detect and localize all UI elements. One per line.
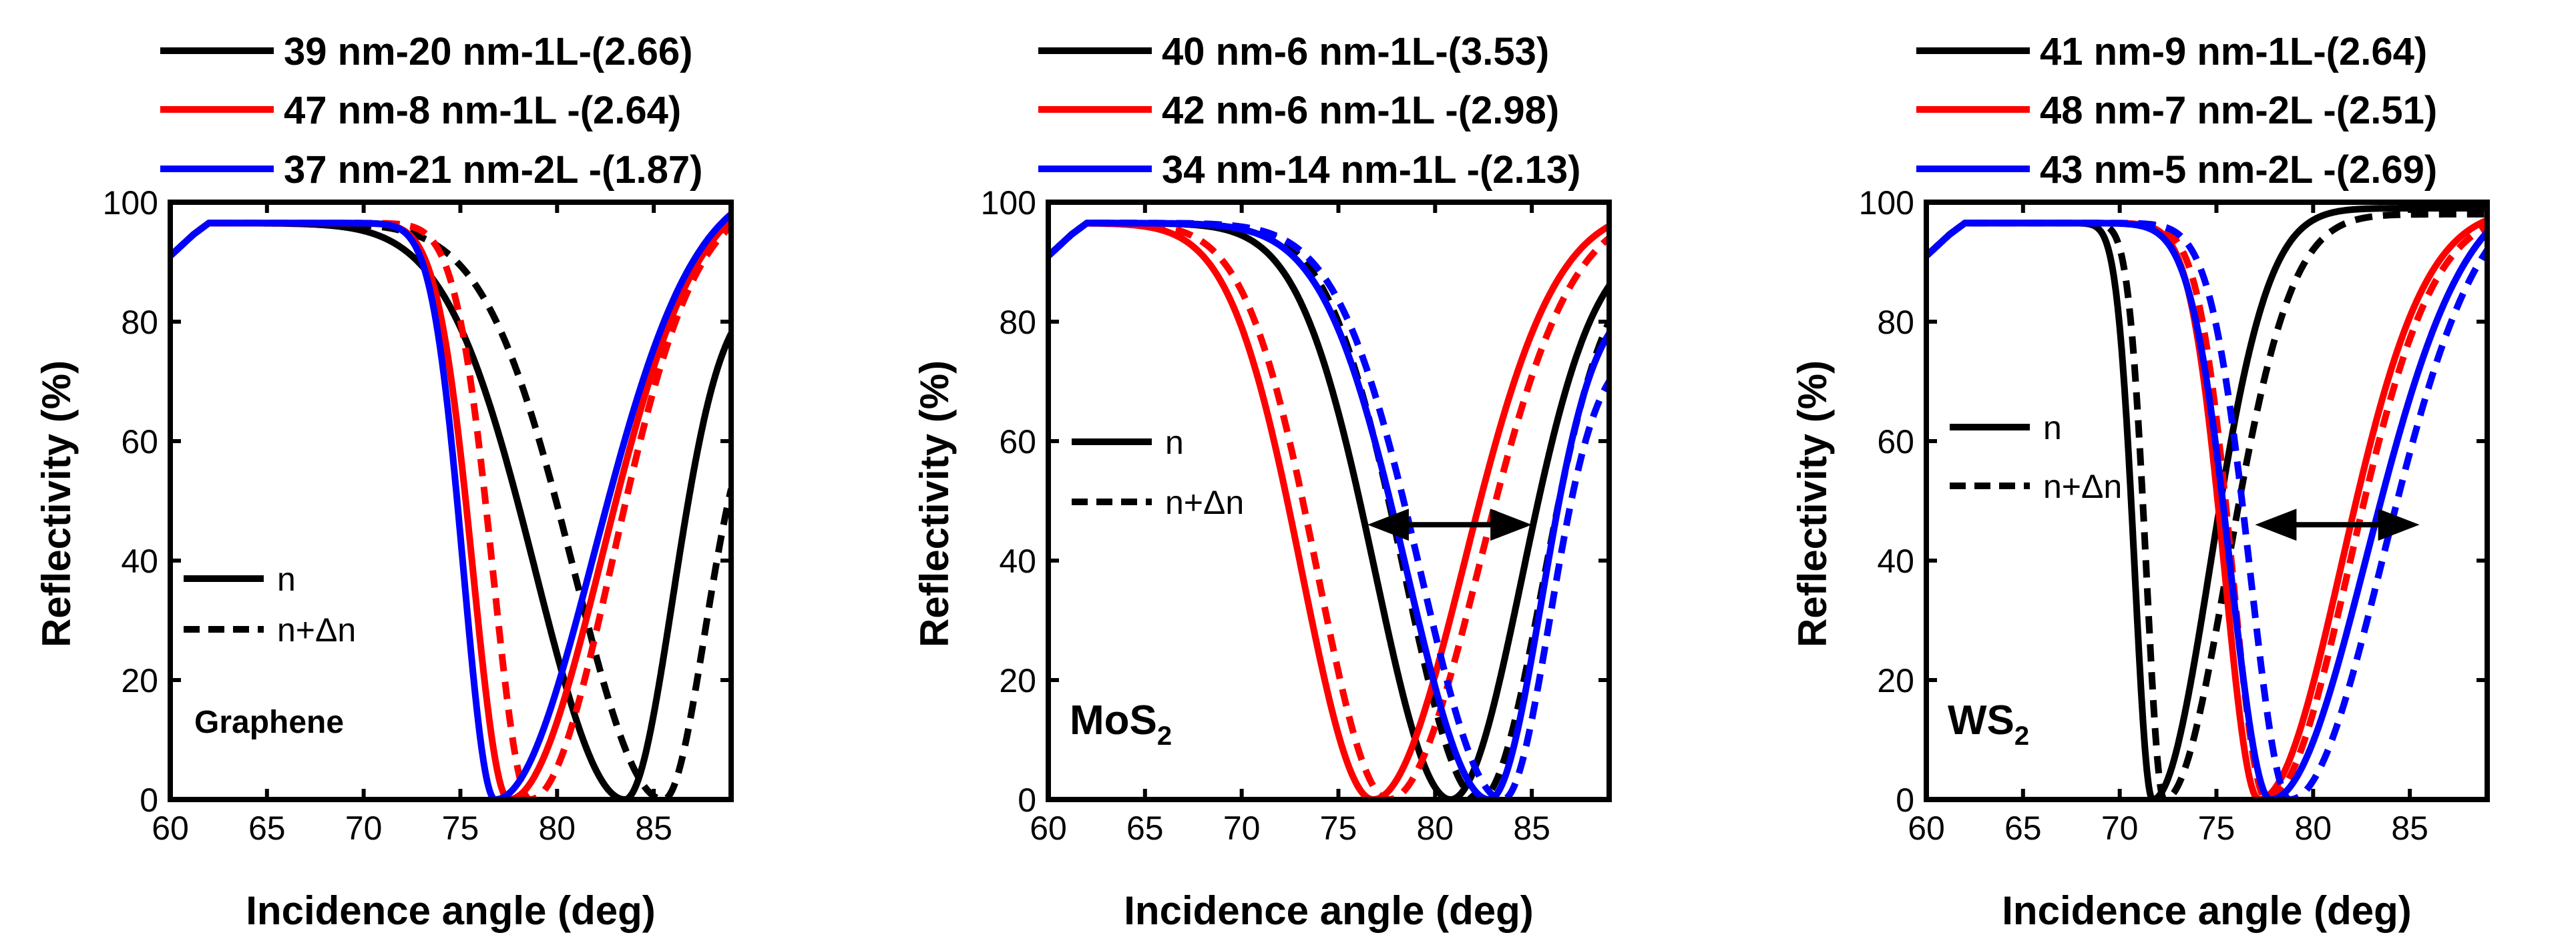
linestyle-label-solid: n [1165,424,1184,461]
series-line-dashed [1926,220,2487,800]
ws2-legend: 41 nm-9 nm-1L-(2.64) 48 nm-7 nm-2L -(2.5… [1916,30,2437,192]
y-axis-title: Reflectivity (%) [1790,360,1835,647]
shift-arrow-head-left [1367,509,1409,541]
series-line-dashed [1926,210,2487,800]
material-label: MoS2 [1070,697,1172,751]
ws2-plot: 60 65 70 75 80 85 0 20 40 60 80 100 [1859,184,2490,847]
series-line-dashed [1048,220,1609,800]
x-tick-label: 65 [2004,810,2042,847]
y-tick-label: 100 [981,184,1036,222]
y-tick-label: 20 [1877,662,1914,699]
x-tick-label: 75 [442,810,479,847]
y-tick-label: 0 [1018,781,1036,819]
mos2-plot: 60 65 70 75 80 85 0 20 40 60 80 100 [981,184,1612,847]
y-axis-title: Reflectivity (%) [34,360,79,647]
graphene-legend: 39 nm-20 nm-1L-(2.66) 47 nm-8 nm-1L -(2.… [160,30,702,192]
x-tick-label: 85 [2391,810,2428,847]
x-tick-label: 85 [1513,810,1550,847]
y-tick-label: 0 [1896,781,1914,819]
shift-arrow-head-right [2378,509,2420,541]
x-axis-title: Incidence angle (deg) [2002,888,2411,933]
panel-ws2: 41 nm-9 nm-1L-(2.64) 48 nm-7 nm-2L -(2.5… [1790,30,2490,933]
x-tick-label: 60 [152,810,189,847]
series-line-dashed [1048,220,1609,800]
linestyle-label-dashed: n+Δn [1165,484,1244,521]
mos2-legend: 40 nm-6 nm-1L-(3.53) 42 nm-6 nm-1L -(2.9… [1038,30,1580,192]
legend-label: 34 nm-14 nm-1L -(2.13) [1162,148,1580,192]
y-tick-label: 40 [121,543,158,580]
series-lines [1048,220,1609,800]
material-main: WS [1948,697,2014,743]
linestyle-label-solid: n [277,561,296,598]
series-line-solid [1926,220,2487,800]
plot-frame [168,200,734,802]
y-tick-label: 60 [1877,423,1914,460]
material-subscript: 2 [1157,721,1172,751]
x-tick-label: 70 [2101,810,2139,847]
x-tick-label: 85 [635,810,672,847]
series-line-dashed [170,220,731,800]
x-tick-label: 70 [345,810,383,847]
x-tick-label: 80 [538,810,576,847]
y-tick-label: 80 [999,304,1036,341]
shift-arrow-head-right [1490,509,1532,541]
x-tick-label: 70 [1223,810,1261,847]
y-tick-label: 80 [121,304,158,341]
x-tick-label: 60 [1908,810,1945,847]
series-line-solid [170,212,731,800]
y-tick-label: 80 [1877,304,1914,341]
series-line-dashed [170,220,731,800]
x-tick-label: 75 [2198,810,2235,847]
series-line-solid [1048,220,1609,800]
y-tick-label: 60 [121,423,158,460]
y-tick-label: 20 [999,662,1036,699]
x-tick-label: 75 [1320,810,1357,847]
x-tick-label: 80 [1416,810,1454,847]
y-axis-title: Reflectivity (%) [912,360,957,647]
linestyle-label-dashed: n+Δn [277,611,356,649]
material-label: WS2 [1948,697,2029,751]
y-tick-label: 60 [999,423,1036,460]
panel-mos2: 40 nm-6 nm-1L-(3.53) 42 nm-6 nm-1L -(2.9… [912,30,1612,933]
panel-graphene: 39 nm-20 nm-1L-(2.66) 47 nm-8 nm-1L -(2.… [34,30,734,933]
x-tick-label: 80 [2294,810,2332,847]
legend-label: 40 nm-6 nm-1L-(3.53) [1162,30,1549,73]
y-tick-label: 100 [1859,184,1914,222]
series-lines [170,212,731,800]
ws2-linestyle-legend: n n+Δn [1950,409,2122,505]
graphene-plot: 60 65 70 75 80 85 0 20 40 60 80 100 [103,184,734,847]
x-tick-label: 65 [248,810,286,847]
x-tick-label: 65 [1126,810,1164,847]
linestyle-label-dashed: n+Δn [2043,468,2122,505]
y-tick-label: 0 [140,781,158,819]
legend-label: 48 nm-7 nm-2L -(2.51) [2040,89,2437,132]
material-subscript: 2 [2014,721,2029,751]
legend-label: 39 nm-20 nm-1L-(2.66) [284,30,692,73]
x-axis-title: Incidence angle (deg) [1124,888,1533,933]
linestyle-label-solid: n [2043,409,2062,446]
y-tick-label: 40 [999,543,1036,580]
material-label: Graphene [194,705,344,740]
y-tick-label: 20 [121,662,158,699]
graphene-linestyle-legend: n n+Δn [184,561,356,649]
legend-label: 43 nm-5 nm-2L -(2.69) [2040,148,2437,192]
x-axis-title: Incidence angle (deg) [246,888,655,933]
series-lines [1926,205,2487,800]
x-tick-label: 60 [1030,810,1067,847]
mos2-linestyle-legend: n n+Δn [1072,424,1244,521]
legend-label: 37 nm-21 nm-2L -(1.87) [284,148,702,192]
plot-frame [1924,200,2490,802]
legend-label: 42 nm-6 nm-1L -(2.98) [1162,89,1559,132]
shift-arrow-head-left [2255,509,2297,541]
legend-label: 47 nm-8 nm-1L -(2.64) [284,89,681,132]
y-tick-label: 100 [103,184,158,222]
legend-label: 41 nm-9 nm-1L-(2.64) [2040,30,2427,73]
material-main: MoS [1070,697,1157,743]
plot-frame [1046,200,1612,802]
series-line-dashed [1926,220,2487,800]
material-main: Graphene [194,705,344,740]
y-tick-label: 40 [1877,543,1914,580]
